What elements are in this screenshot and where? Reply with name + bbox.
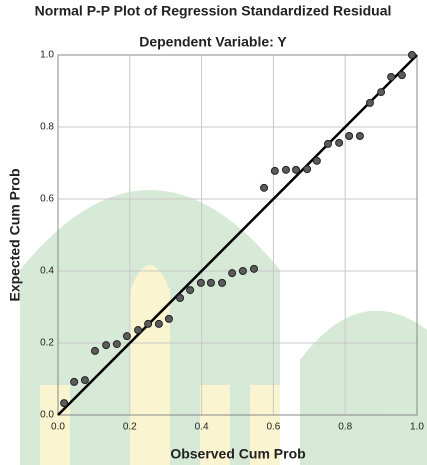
watermark — [20, 190, 427, 465]
point — [91, 347, 98, 354]
point — [145, 320, 152, 327]
point — [282, 166, 289, 173]
point — [356, 133, 363, 140]
y-tick-label: 0.4 — [40, 266, 54, 277]
point — [408, 52, 415, 59]
x-tick-label: 0.2 — [123, 422, 137, 433]
x-tick-label: 0.0 — [51, 422, 65, 433]
point — [271, 167, 278, 174]
point — [81, 377, 88, 384]
chart-title: Normal P-P Plot of Regression Standardiz… — [35, 3, 392, 19]
point — [229, 270, 236, 277]
chart-subtitle: Dependent Variable: Y — [139, 34, 287, 50]
point — [346, 133, 353, 140]
y-tick-label: 0.2 — [40, 338, 54, 349]
point — [187, 287, 194, 294]
point — [239, 268, 246, 275]
point — [251, 265, 258, 272]
watermark-pillar — [130, 265, 170, 465]
point — [219, 279, 226, 286]
watermark-dome — [300, 311, 427, 465]
point — [324, 140, 331, 147]
point — [261, 184, 268, 191]
chart: Normal P-P Plot of Regression Standardiz… — [0, 0, 427, 465]
point — [366, 99, 373, 106]
point — [197, 279, 204, 286]
point — [313, 157, 320, 164]
point — [398, 72, 405, 79]
point — [293, 166, 300, 173]
point — [113, 341, 120, 348]
x-tick-label: 0.8 — [338, 422, 352, 433]
point — [207, 279, 214, 286]
y-axis-label: Expected Cum Prob — [7, 168, 23, 301]
y-tick-label: 0.0 — [40, 410, 54, 421]
point — [71, 378, 78, 385]
point — [177, 295, 184, 302]
x-tick-label: 1.0 — [410, 422, 424, 433]
point — [123, 333, 130, 340]
y-tick-label: 1.0 — [40, 50, 54, 61]
point — [61, 400, 68, 407]
point — [165, 315, 172, 322]
point — [135, 327, 142, 334]
point — [388, 73, 395, 80]
point — [155, 320, 162, 327]
point — [378, 89, 385, 96]
point — [304, 166, 311, 173]
y-tick-label: 0.6 — [40, 194, 54, 205]
point — [103, 342, 110, 349]
point — [336, 139, 343, 146]
y-tick-label: 0.8 — [40, 122, 54, 133]
x-axis-label: Observed Cum Prob — [170, 446, 305, 462]
x-tick-label: 0.4 — [195, 422, 209, 433]
x-tick-label: 0.6 — [266, 422, 280, 433]
